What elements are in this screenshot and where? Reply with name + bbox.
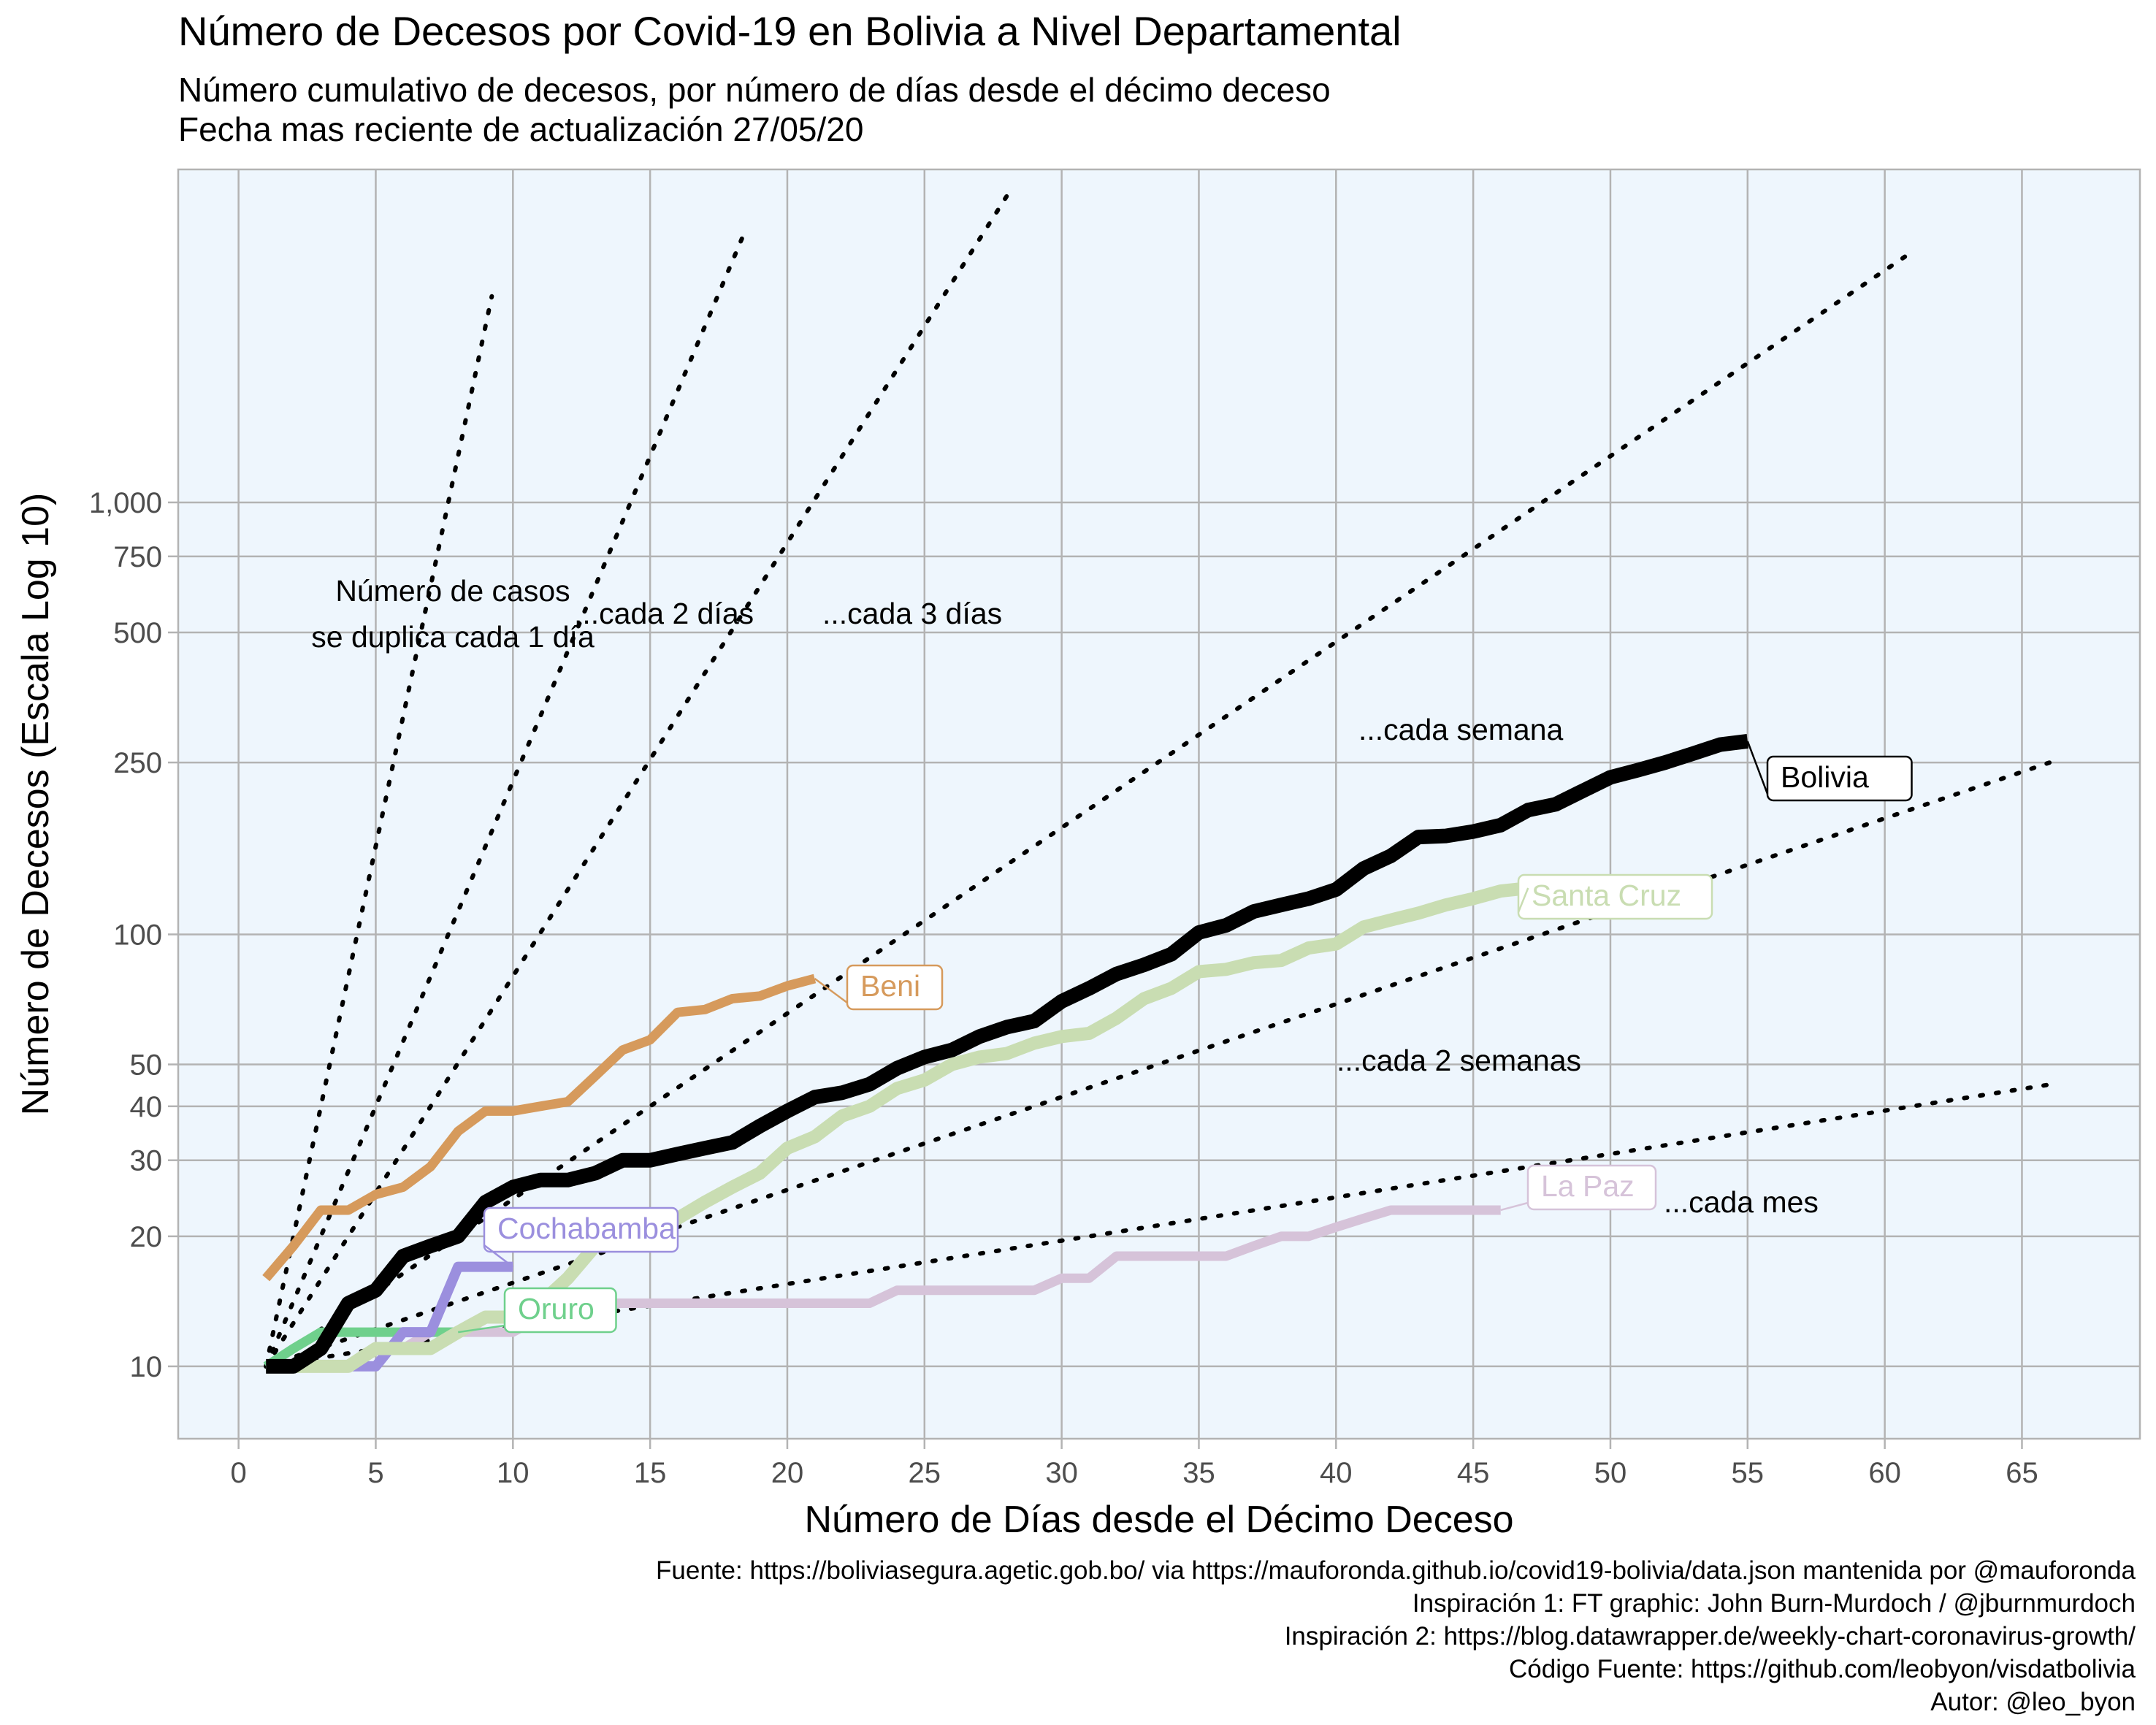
series-line-bolivia <box>266 734 1749 1374</box>
series-label-text: La Paz <box>1541 1169 1635 1203</box>
series-label-la-paz: La Paz <box>1500 1164 1657 1212</box>
series-label-text: Oruro <box>518 1292 595 1326</box>
y-tick-label: 500 <box>113 617 162 649</box>
y-tick-label: 50 <box>130 1049 163 1081</box>
series-label-text: Santa Cruz <box>1532 879 1681 912</box>
update-date-subtitle: Fecha mas reciente de actualización 27/0… <box>178 110 864 148</box>
doubling-reference-lines <box>264 191 2052 1369</box>
series-label-box <box>1766 755 1913 802</box>
annotation-5: ...cada 2 semanas <box>1337 1044 1581 1077</box>
series-label-box <box>483 1206 679 1253</box>
annotation-1: se duplica cada 1 día <box>311 620 595 654</box>
annotation-2: ...cada 2 días <box>574 597 754 630</box>
series-label-text: Bolivia <box>1781 760 1869 794</box>
series-line-beni <box>262 974 817 1282</box>
x-tick-label: 50 <box>1594 1457 1627 1489</box>
annotation-3: ...cada 3 días <box>822 597 1002 630</box>
series-labels: Bolivia Santa Cruz Beni La Paz Cochabamba Oru… <box>458 741 1913 1334</box>
series-label-cochabamba: Cochabamba <box>483 1206 679 1268</box>
caption-source: Fuente: https://boliviasegura.agetic.gob… <box>656 1556 2136 1585</box>
series-label-bolivia: Bolivia <box>1746 741 1913 802</box>
chart-subtitle: Número cumulativo de decesos, por número… <box>178 71 1331 109</box>
series-label-beni: Beni <box>814 964 944 1011</box>
x-tick-label: 40 <box>1320 1457 1353 1489</box>
x-tick-label: 20 <box>771 1457 804 1489</box>
x-tick-label: 30 <box>1045 1457 1078 1489</box>
doubling-line-cada-semana <box>264 250 1914 1369</box>
x-axis-label: Número de Días desde el Décimo Deceso <box>804 1499 1513 1541</box>
x-tick-label: 35 <box>1182 1457 1215 1489</box>
y-tick-label: 1,000 <box>89 487 162 519</box>
series-label-leader <box>1517 887 1529 913</box>
caption: Fuente: https://boliviasegura.agetic.gob… <box>656 1554 2136 1718</box>
y-tick-label: 250 <box>113 747 162 779</box>
series-lines <box>262 734 1749 1374</box>
annotation-4: ...cada semana <box>1358 713 1564 746</box>
series-label-leader <box>458 1324 505 1334</box>
series-label-leader <box>1746 741 1769 795</box>
x-tick-label: 5 <box>367 1457 383 1489</box>
caption-inspiration-1: Inspiración 1: FT graphic: John Burn-Mur… <box>1412 1589 2136 1618</box>
series-line-la-paz <box>266 1205 1501 1372</box>
series-label-leader <box>814 977 848 1004</box>
series-label-box <box>503 1287 617 1334</box>
axis-ticks: 0 5 10 15 20 25 30 35 40 45 50 55 60 65 10 20 30 40 50 100 2… <box>89 487 2038 1489</box>
chart-title: Número de Decesos por Covid-19 en Bolivi… <box>178 8 1402 54</box>
series-label-oruro: Oruro <box>458 1287 617 1334</box>
x-tick-label: 60 <box>1868 1457 1901 1489</box>
y-tick-label: 100 <box>113 919 162 951</box>
caption-author: Autor: @leo_byon <box>1930 1688 2136 1716</box>
doubling-line-cada-3-d-as <box>264 191 1012 1369</box>
series-label-text: Cochabamba <box>497 1212 676 1245</box>
caption-source-code: Código Fuente: https://github.com/leobyo… <box>1508 1655 2136 1683</box>
x-tick-label: 55 <box>1732 1457 1765 1489</box>
doubling-line-n-mero-de-casos-se-dupli <box>264 294 494 1369</box>
y-tick-label: 750 <box>113 541 162 573</box>
series-label-box <box>1517 873 1713 920</box>
plot-panel <box>178 169 2140 1439</box>
series-label-box <box>1526 1164 1657 1211</box>
doubling-line-cada-mes <box>264 1082 2052 1369</box>
doubling-line-cada-2-d-as <box>264 231 746 1369</box>
annotation-0: Número de casos <box>335 574 570 608</box>
y-tick-label: 40 <box>130 1091 163 1123</box>
series-label-box <box>846 964 944 1011</box>
series-label-santa-cruz: Santa Cruz <box>1517 873 1713 920</box>
caption-inspiration-2: Inspiración 2: https://blog.datawrapper.… <box>1284 1622 2136 1651</box>
series-label-text: Beni <box>860 969 920 1003</box>
gridlines <box>177 168 2141 1440</box>
series-label-leader <box>483 1244 514 1268</box>
series-line-santa-cruz <box>266 881 1529 1373</box>
x-tick-label: 10 <box>497 1457 530 1489</box>
y-axis-label: Número de Decesos (Escala Log 10) <box>15 493 57 1116</box>
x-tick-label: 15 <box>634 1457 667 1489</box>
y-tick-label: 30 <box>130 1145 163 1177</box>
series-label-leader <box>1500 1201 1529 1212</box>
y-tick-label: 10 <box>130 1351 163 1383</box>
x-tick-label: 25 <box>909 1457 941 1489</box>
x-tick-label: 45 <box>1457 1457 1490 1489</box>
y-tick-label: 20 <box>130 1221 163 1253</box>
x-tick-label: 0 <box>231 1457 247 1489</box>
annotation-6: ...cada mes <box>1664 1185 1819 1219</box>
x-tick-label: 65 <box>2006 1457 2038 1489</box>
panel-border <box>177 168 2141 1440</box>
